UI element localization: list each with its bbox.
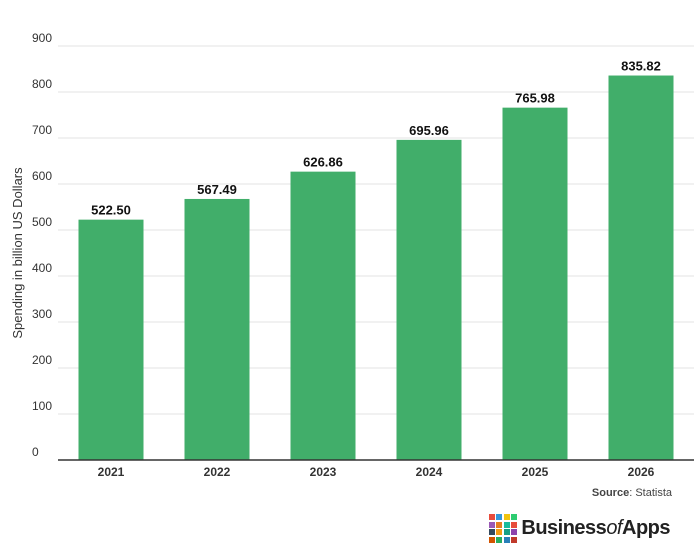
brand-mark-square: [488, 529, 495, 535]
brand-mark-square: [511, 529, 518, 535]
y-axis-label: Spending in billion US Dollars: [10, 167, 25, 339]
bar-chart: 0 100 200 300 400 500 600 700 800 900 Spending in …: [10, 31, 694, 479]
x-tick-label: 2024: [416, 465, 443, 479]
y-tick-label: 0: [32, 445, 39, 459]
data-label: 626.86: [303, 155, 343, 170]
brand-name: BusinessofApps: [521, 517, 670, 540]
data-label: 695.96: [409, 123, 449, 138]
brand-mark-square: [496, 536, 503, 543]
y-tick-label: 700: [32, 123, 52, 137]
x-tick-label: 2023: [310, 465, 337, 479]
y-tick-label: 100: [32, 399, 52, 413]
x-tick-label: 2026: [628, 465, 655, 479]
bar: [78, 219, 144, 460]
y-tick-label: 600: [32, 169, 52, 183]
brand-mark-square: [503, 514, 510, 520]
chart-area: 0 100 200 300 400 500 600 700 800 900 Spending in …: [10, 31, 694, 479]
brand-logo: BusinessofApps: [488, 514, 671, 543]
brand-mark-square: [488, 536, 495, 543]
x-tick-label: 2022: [204, 465, 231, 479]
brand-mark-square: [503, 536, 510, 543]
brand-mark-square: [488, 521, 495, 528]
bar: [396, 139, 462, 460]
bar: [184, 198, 250, 461]
y-tick-label: 400: [32, 261, 52, 275]
y-tick-label: 500: [32, 215, 52, 229]
brand-mark-square: [511, 536, 518, 543]
brand-mark-square: [488, 514, 495, 520]
brand-mark-square: [511, 521, 518, 528]
source-label: Source: [591, 487, 630, 499]
brand-mark-square: [511, 514, 518, 520]
x-tick-label: 2021: [98, 465, 125, 479]
brand-mark-square: [503, 529, 510, 535]
brand-mark-square: [496, 514, 503, 520]
y-tick-label: 800: [32, 77, 52, 91]
bar: [608, 75, 674, 460]
brand-mark-square: [496, 529, 503, 535]
brand-name-part2: of: [606, 516, 622, 539]
source-note: Source: Statista: [592, 487, 672, 499]
bar: [502, 107, 568, 460]
brand-name-part1: Business: [521, 516, 607, 539]
y-tick-label: 900: [32, 31, 52, 45]
data-label: 522.50: [91, 203, 131, 218]
y-tick-label: 200: [32, 353, 52, 367]
y-tick-label: 300: [32, 307, 52, 321]
x-tick-label: 2025: [522, 465, 549, 479]
brand-mark-icon: [488, 514, 518, 543]
bar: [290, 171, 356, 460]
brand-mark-square: [503, 521, 510, 528]
brand-mark-square: [496, 521, 503, 528]
data-label: 765.98: [515, 91, 555, 106]
data-label: 835.82: [621, 59, 661, 74]
brand-name-part3: Apps: [622, 516, 671, 539]
source-text: : Statista: [629, 487, 672, 499]
data-label: 567.49: [197, 182, 237, 197]
